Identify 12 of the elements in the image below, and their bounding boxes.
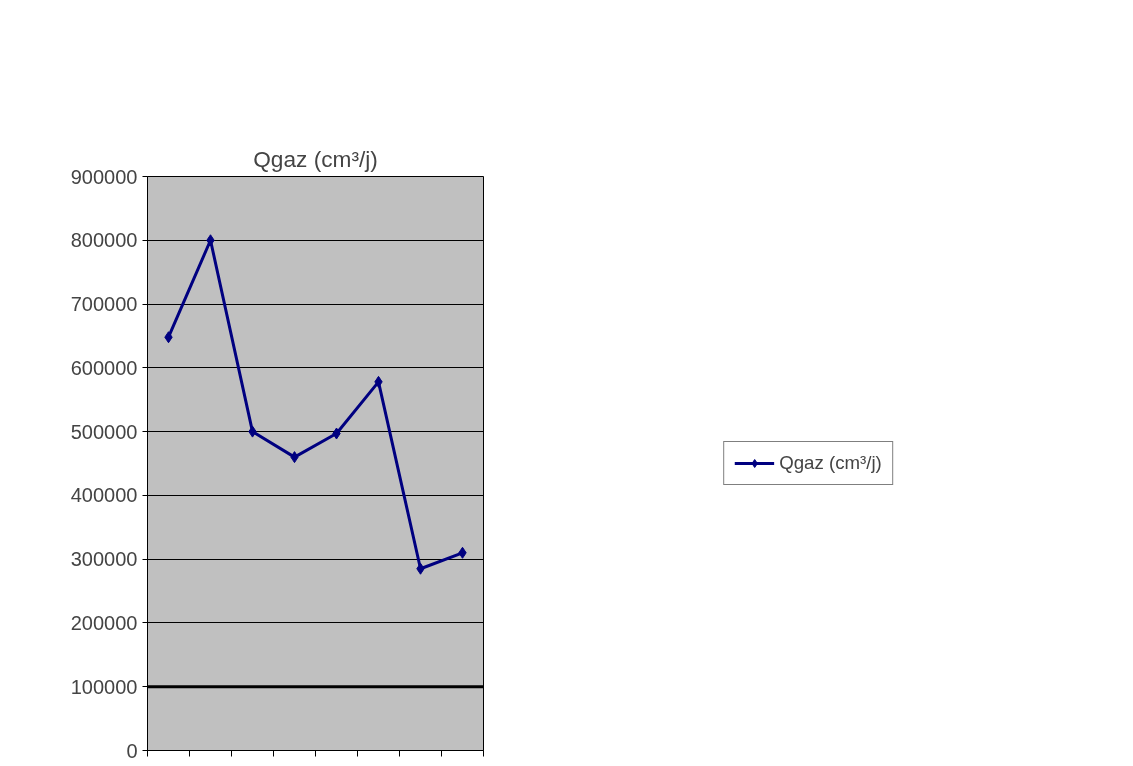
y-tick-label: 700000 <box>70 293 138 316</box>
chart-title: Qgaz (cm³/j) <box>253 145 378 172</box>
y-tick-label: 800000 <box>70 229 138 252</box>
y-tick-label: 100000 <box>70 675 138 698</box>
y-tick-label: 600000 <box>70 356 138 379</box>
y-tick-label: 400000 <box>70 484 138 507</box>
y-tick-label: 0 <box>126 739 138 762</box>
y-tick-label: 500000 <box>70 420 138 443</box>
y-tick-label: 900000 <box>70 165 138 188</box>
y-tick-label: 300000 <box>70 548 138 571</box>
legend-label: Qgaz (cm³/j) <box>779 452 882 474</box>
y-tick-label: 200000 <box>70 611 138 634</box>
